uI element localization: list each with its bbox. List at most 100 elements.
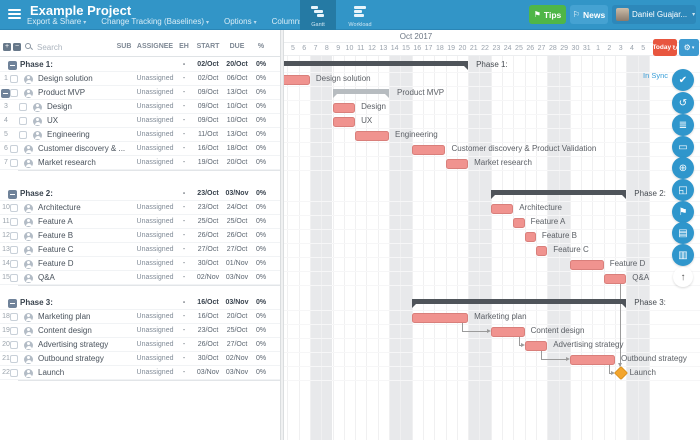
collapse-icon[interactable] <box>8 299 17 308</box>
expand-all-button[interactable]: + <box>3 43 11 51</box>
table-row[interactable]: 14Feature DUnassigned-30/Oct01/Nov0% <box>0 257 280 271</box>
task-checkbox[interactable] <box>10 145 18 153</box>
search-icon[interactable] <box>25 43 33 51</box>
copy-project-icon[interactable]: ▤ <box>672 222 694 244</box>
table-row[interactable]: Phase 3:-16/Oct03/Nov0% <box>0 296 280 310</box>
assignee-avatar-icon[interactable] <box>24 355 33 364</box>
assignee-avatar-icon[interactable] <box>24 159 33 168</box>
task-bar[interactable] <box>412 145 446 155</box>
task-bar[interactable] <box>570 260 604 270</box>
search-input[interactable]: Search <box>37 43 62 52</box>
assignee-avatar-icon[interactable] <box>24 218 33 227</box>
assignee-avatar-icon[interactable] <box>24 232 33 241</box>
fit-screen-icon[interactable]: ◱ <box>672 179 694 201</box>
column-header-eh[interactable]: EH <box>176 43 192 50</box>
table-row[interactable]: 19Content designUnassigned-23/Oct25/Oct0… <box>0 324 280 338</box>
task-checkbox[interactable] <box>19 103 27 111</box>
assignee-avatar-icon[interactable] <box>33 117 42 126</box>
tab-workload[interactable]: Workload <box>339 0 381 30</box>
task-bar[interactable] <box>284 75 310 85</box>
menu-export-share[interactable]: Export & Share▾ <box>27 17 86 26</box>
timeline-settings-button[interactable]: ⚙ ▾ <box>679 39 699 56</box>
history-undo-icon[interactable]: ↺ <box>672 92 694 114</box>
task-checkbox[interactable] <box>10 232 18 240</box>
table-row[interactable]: Phase 2:-23/Oct03/Nov0% <box>0 187 280 201</box>
table-row[interactable]: 3DesignUnassigned-09/Oct10/Oct0% <box>0 100 280 114</box>
assignee-avatar-icon[interactable] <box>33 131 42 140</box>
task-bar[interactable] <box>491 204 514 214</box>
task-checkbox[interactable] <box>10 327 18 335</box>
task-checkbox[interactable] <box>10 204 18 212</box>
overview-map-icon[interactable]: ▥ <box>672 244 694 266</box>
task-checkbox[interactable] <box>10 313 18 321</box>
task-bar[interactable] <box>604 274 627 284</box>
zoom-search-icon[interactable]: ⊕ <box>672 157 694 179</box>
pane-splitter[interactable] <box>280 30 284 440</box>
task-checkbox[interactable] <box>10 246 18 254</box>
menu-change-tracking[interactable]: Change Tracking (Baselines)▾ <box>101 17 209 26</box>
table-row[interactable]: 5EngineeringUnassigned-11/Oct13/Oct0% <box>0 128 280 142</box>
phase-summary-bar[interactable] <box>284 61 468 66</box>
phase-summary-bar[interactable] <box>412 299 627 304</box>
news-button[interactable]: ⚐News <box>570 5 608 24</box>
assignee-avatar-icon[interactable] <box>24 246 33 255</box>
column-header-due[interactable]: DUE <box>222 43 252 50</box>
task-checkbox[interactable] <box>10 260 18 268</box>
today-button[interactable]: Today↻ <box>653 39 677 56</box>
assignee-avatar-icon[interactable] <box>33 103 42 112</box>
task-bar[interactable] <box>525 232 536 242</box>
task-checkbox[interactable] <box>10 218 18 226</box>
group-summary-bar[interactable] <box>333 89 390 94</box>
task-bar[interactable] <box>333 117 356 127</box>
table-row[interactable]: 10ArchitectureUnassigned-23/Oct24/Oct0% <box>0 201 280 215</box>
table-row[interactable]: 13Feature CUnassigned-27/Oct27/Oct0% <box>0 243 280 257</box>
table-row[interactable]: 21Outbound strategyUnassigned-30/Oct02/N… <box>0 352 280 366</box>
menu-options[interactable]: Options▾ <box>224 17 257 26</box>
table-row[interactable]: 1Design solutionUnassigned-02/Oct06/Oct0… <box>0 72 280 86</box>
table-row[interactable]: 12Feature BUnassigned-26/Oct26/Oct0% <box>0 229 280 243</box>
collapse-all-button[interactable]: − <box>13 43 21 51</box>
task-bar[interactable] <box>446 159 469 169</box>
task-checkbox[interactable] <box>19 131 27 139</box>
task-bar[interactable] <box>333 103 356 113</box>
task-checkbox[interactable] <box>10 75 18 83</box>
assignee-avatar-icon[interactable] <box>24 327 33 336</box>
task-checkbox[interactable] <box>10 274 18 282</box>
collapse-icon[interactable] <box>8 190 17 199</box>
assignee-avatar-icon[interactable] <box>24 145 33 154</box>
sync-check-icon[interactable]: ✔ <box>672 69 694 91</box>
table-row[interactable]: 7Market researchUnassigned-19/Oct20/Oct0… <box>0 156 280 170</box>
table-row[interactable]: 22LaunchUnassigned-03/Nov03/Nov0% <box>0 366 280 380</box>
task-bar[interactable] <box>412 313 469 323</box>
assignee-avatar-icon[interactable] <box>24 260 33 269</box>
phase-summary-bar[interactable] <box>491 190 627 195</box>
task-bar[interactable] <box>513 218 524 228</box>
task-bar[interactable] <box>536 246 547 256</box>
assignee-avatar-icon[interactable] <box>24 274 33 283</box>
collapse-icon[interactable] <box>8 61 17 70</box>
table-row[interactable]: 15Q&AUnassigned-02/Nov03/Nov0% <box>0 271 280 285</box>
table-row[interactable]: Product MVPUnassigned-09/Oct13/Oct0% <box>0 86 280 100</box>
assignee-avatar-icon[interactable] <box>24 89 33 98</box>
table-row[interactable]: 20Advertising strategyUnassigned-26/Oct2… <box>0 338 280 352</box>
filter-flag-icon[interactable]: ⚑ <box>672 201 694 223</box>
assignee-avatar-icon[interactable] <box>24 341 33 350</box>
table-row[interactable]: Phase 1:-02/Oct20/Oct0% <box>0 58 280 72</box>
scroll-top-icon[interactable]: ↑ <box>673 267 693 287</box>
assignee-avatar-icon[interactable] <box>24 369 33 378</box>
column-header-percent[interactable]: % <box>249 43 273 50</box>
table-row[interactable]: 18Marketing planUnassigned-16/Oct20/Oct0… <box>0 310 280 324</box>
table-row[interactable]: 4UXUnassigned-09/Oct10/Oct0% <box>0 114 280 128</box>
table-row[interactable]: 6Customer discovery & ...Unassigned-16/O… <box>0 142 280 156</box>
assignee-avatar-icon[interactable] <box>24 204 33 213</box>
task-checkbox[interactable] <box>10 369 18 377</box>
task-bar[interactable] <box>570 355 615 365</box>
assignee-avatar-icon[interactable] <box>24 75 33 84</box>
tab-gantt[interactable]: Gantt <box>300 0 336 30</box>
baselines-icon[interactable]: ▭ <box>672 136 694 158</box>
tips-button[interactable]: ⚑Tips <box>529 5 566 24</box>
task-checkbox[interactable] <box>10 355 18 363</box>
hamburger-menu-icon[interactable] <box>8 9 21 20</box>
user-menu-button[interactable]: Daniel Guajar... ▾ <box>612 5 696 24</box>
task-bar[interactable] <box>491 327 525 337</box>
